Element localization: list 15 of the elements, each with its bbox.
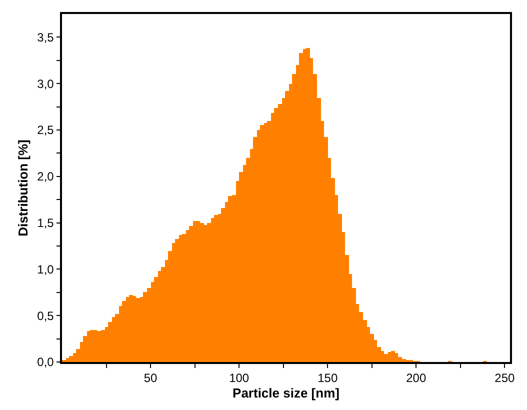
x-tick-label: 250 [494, 371, 516, 386]
x-tick-label: 150 [318, 371, 338, 386]
y-tick-label: 2,0 [37, 170, 54, 184]
y-axis-title: Distribution [%] [16, 140, 31, 236]
y-tick-label: 0,0 [37, 355, 54, 370]
y-tick-label: 1,0 [37, 262, 54, 276]
y-tick-label: 0,5 [37, 308, 54, 323]
y-tick-label: 3,5 [37, 30, 54, 44]
y-tick-label: 2,5 [37, 123, 54, 138]
x-tick-label: 100 [229, 371, 250, 386]
x-axis-title: Particle size [nm] [232, 385, 340, 400]
y-tick-label: 1,5 [37, 216, 54, 230]
x-tick-label: 50 [144, 371, 158, 386]
y-tick-label: 3,0 [37, 76, 54, 91]
x-tick-label: 200 [406, 371, 426, 386]
